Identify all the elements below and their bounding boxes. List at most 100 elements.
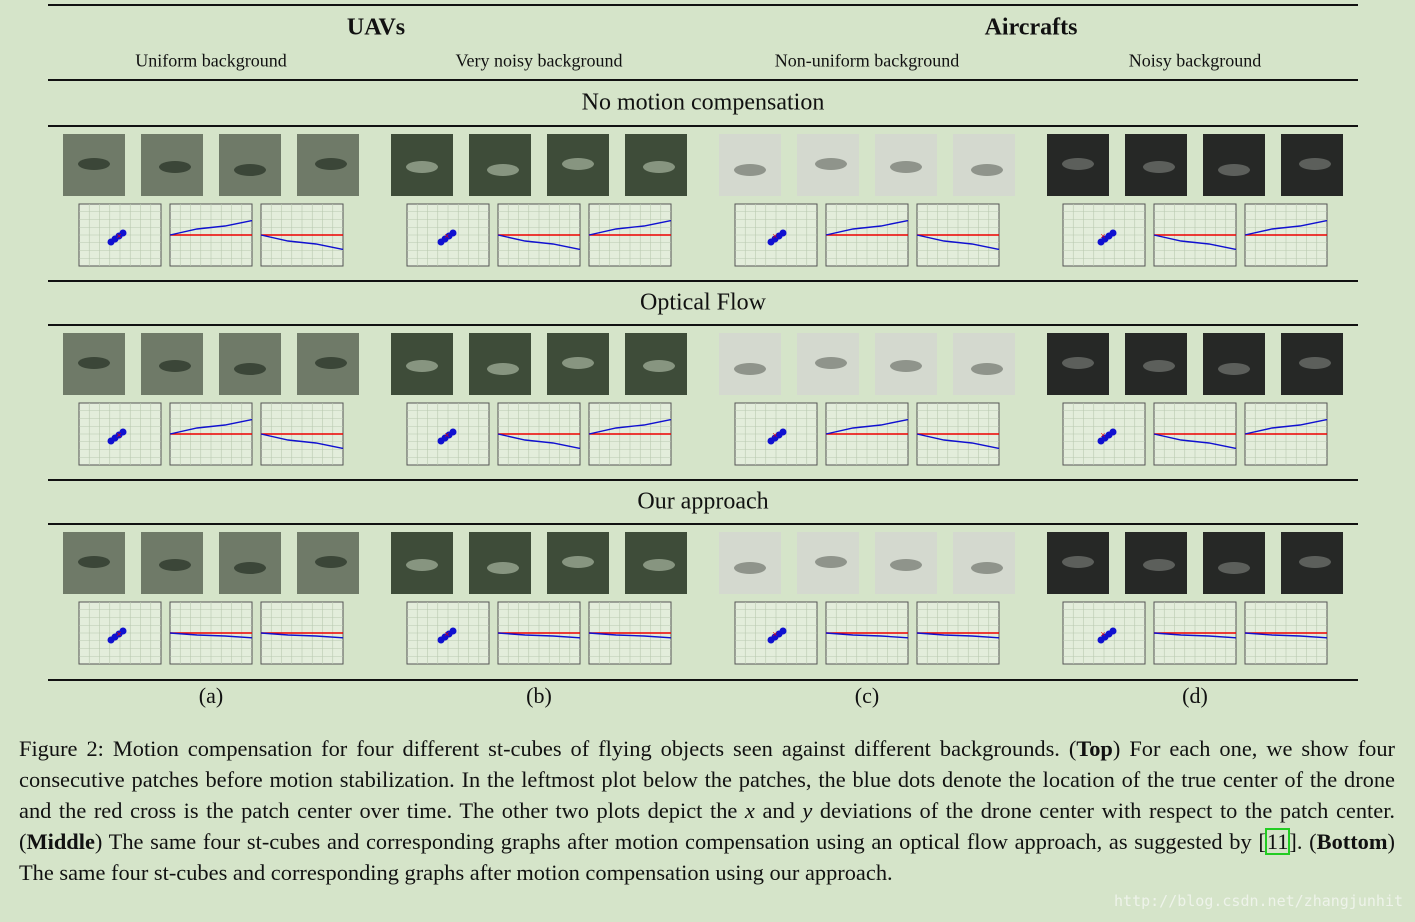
plot-cross: ×	[1100, 231, 1106, 242]
patch-object	[562, 357, 594, 369]
plot-curve	[1244, 418, 1328, 435]
plot-curve	[497, 632, 581, 639]
patch-object	[1062, 556, 1094, 568]
plot-curve	[588, 418, 672, 435]
plot-cross: ×	[116, 231, 122, 242]
panel-label: (a)	[198, 683, 224, 708]
caption-text: ) The same four st-cubes and correspondi…	[19, 829, 1395, 885]
patch-object	[643, 360, 675, 372]
plot-curve	[1153, 234, 1237, 251]
patch-object	[815, 556, 847, 568]
patch-object	[159, 161, 191, 173]
patch-object	[234, 363, 266, 375]
plot-curve	[825, 219, 909, 236]
watermark: http://blog.csdn.net/zhangjunhit	[1114, 892, 1403, 910]
patch-object	[1218, 562, 1250, 574]
panel-label: (b)	[526, 683, 552, 708]
plot-dot	[779, 229, 787, 237]
plot-curve	[1244, 219, 1328, 236]
caption-bold: Bottom	[1316, 829, 1388, 854]
plot-dot	[1109, 627, 1117, 635]
plot-cross: ×	[444, 231, 450, 242]
panel-label: (d)	[1182, 683, 1208, 708]
patch-object	[1299, 556, 1331, 568]
patch-object	[406, 559, 438, 571]
patch-object	[971, 164, 1003, 176]
group-title: Aircrafts	[984, 14, 1078, 41]
plot-dot	[119, 627, 127, 635]
caption-math: x	[744, 798, 755, 823]
caption-text: ) For each one, we show four consecutive…	[19, 736, 1395, 823]
patch-object	[890, 559, 922, 571]
patch-object	[643, 559, 675, 571]
patch-object	[1062, 357, 1094, 369]
caption-text: and	[754, 798, 803, 823]
plot-curve	[825, 418, 909, 435]
patch-object	[815, 357, 847, 369]
citation-link[interactable]: 11	[1264, 828, 1291, 855]
plot-curve	[497, 234, 581, 251]
plot-cross: ×	[116, 430, 122, 441]
patch-object	[815, 158, 847, 170]
patch-object	[78, 556, 110, 568]
plot-curve	[916, 234, 1000, 251]
caption-text: [	[1258, 829, 1266, 854]
patch-object	[734, 164, 766, 176]
patch-object	[1299, 158, 1331, 170]
patch-object	[643, 161, 675, 173]
patch-object	[406, 360, 438, 372]
plot-dot	[119, 428, 127, 436]
section-title: No motion compensation	[581, 89, 825, 116]
patch-object	[1143, 360, 1175, 372]
patch-object	[1218, 164, 1250, 176]
plot-dot	[119, 229, 127, 237]
caption-text: deviations of the drone center with resp…	[19, 798, 1396, 854]
patch-object	[1218, 363, 1250, 375]
plot-cross: ×	[772, 430, 778, 441]
plot-curve	[588, 632, 672, 639]
patch-object	[1143, 161, 1175, 173]
section-title: Our approach	[637, 488, 769, 515]
plot-curve	[260, 234, 344, 251]
plot-dot	[779, 428, 787, 436]
background-label: Non-uniform background	[774, 50, 960, 71]
patch-object	[734, 562, 766, 574]
plot-cross: ×	[444, 430, 450, 441]
plot-curve	[916, 433, 1000, 450]
patch-object	[159, 559, 191, 571]
background-label: Very noisy background	[455, 50, 623, 71]
plot-curve	[1153, 632, 1237, 639]
patch-object	[1062, 158, 1094, 170]
patch-object	[890, 360, 922, 372]
patch-object	[315, 158, 347, 170]
patch-object	[234, 562, 266, 574]
plot-dot	[449, 229, 457, 237]
patch-object	[890, 161, 922, 173]
patch-object	[159, 360, 191, 372]
patch-object	[487, 562, 519, 574]
background-label: Uniform background	[135, 50, 287, 71]
caption-text: ) The same four st-cubes and correspondi…	[94, 829, 1259, 854]
background-label: Noisy background	[1128, 50, 1262, 71]
plot-curve	[497, 433, 581, 450]
patch-object	[562, 158, 594, 170]
section-title: Optical Flow	[640, 289, 766, 316]
patch-object	[78, 357, 110, 369]
plot-cross: ×	[1100, 629, 1106, 640]
plot-dot	[449, 627, 457, 635]
panel-label: (c)	[854, 683, 880, 708]
plot-curve	[169, 632, 253, 639]
plot-cross: ×	[444, 629, 450, 640]
group-title: UAVs	[346, 14, 406, 41]
patch-object	[406, 161, 438, 173]
plot-curve	[169, 418, 253, 435]
plot-curve	[916, 632, 1000, 639]
plot-cross: ×	[116, 629, 122, 640]
patch-object	[734, 363, 766, 375]
caption: Figure 2: Motion compensation for four d…	[19, 733, 1395, 888]
caption-text: Figure 2: Motion compensation for four d…	[19, 736, 1077, 761]
plot-curve	[1153, 433, 1237, 450]
plot-cross: ×	[772, 629, 778, 640]
